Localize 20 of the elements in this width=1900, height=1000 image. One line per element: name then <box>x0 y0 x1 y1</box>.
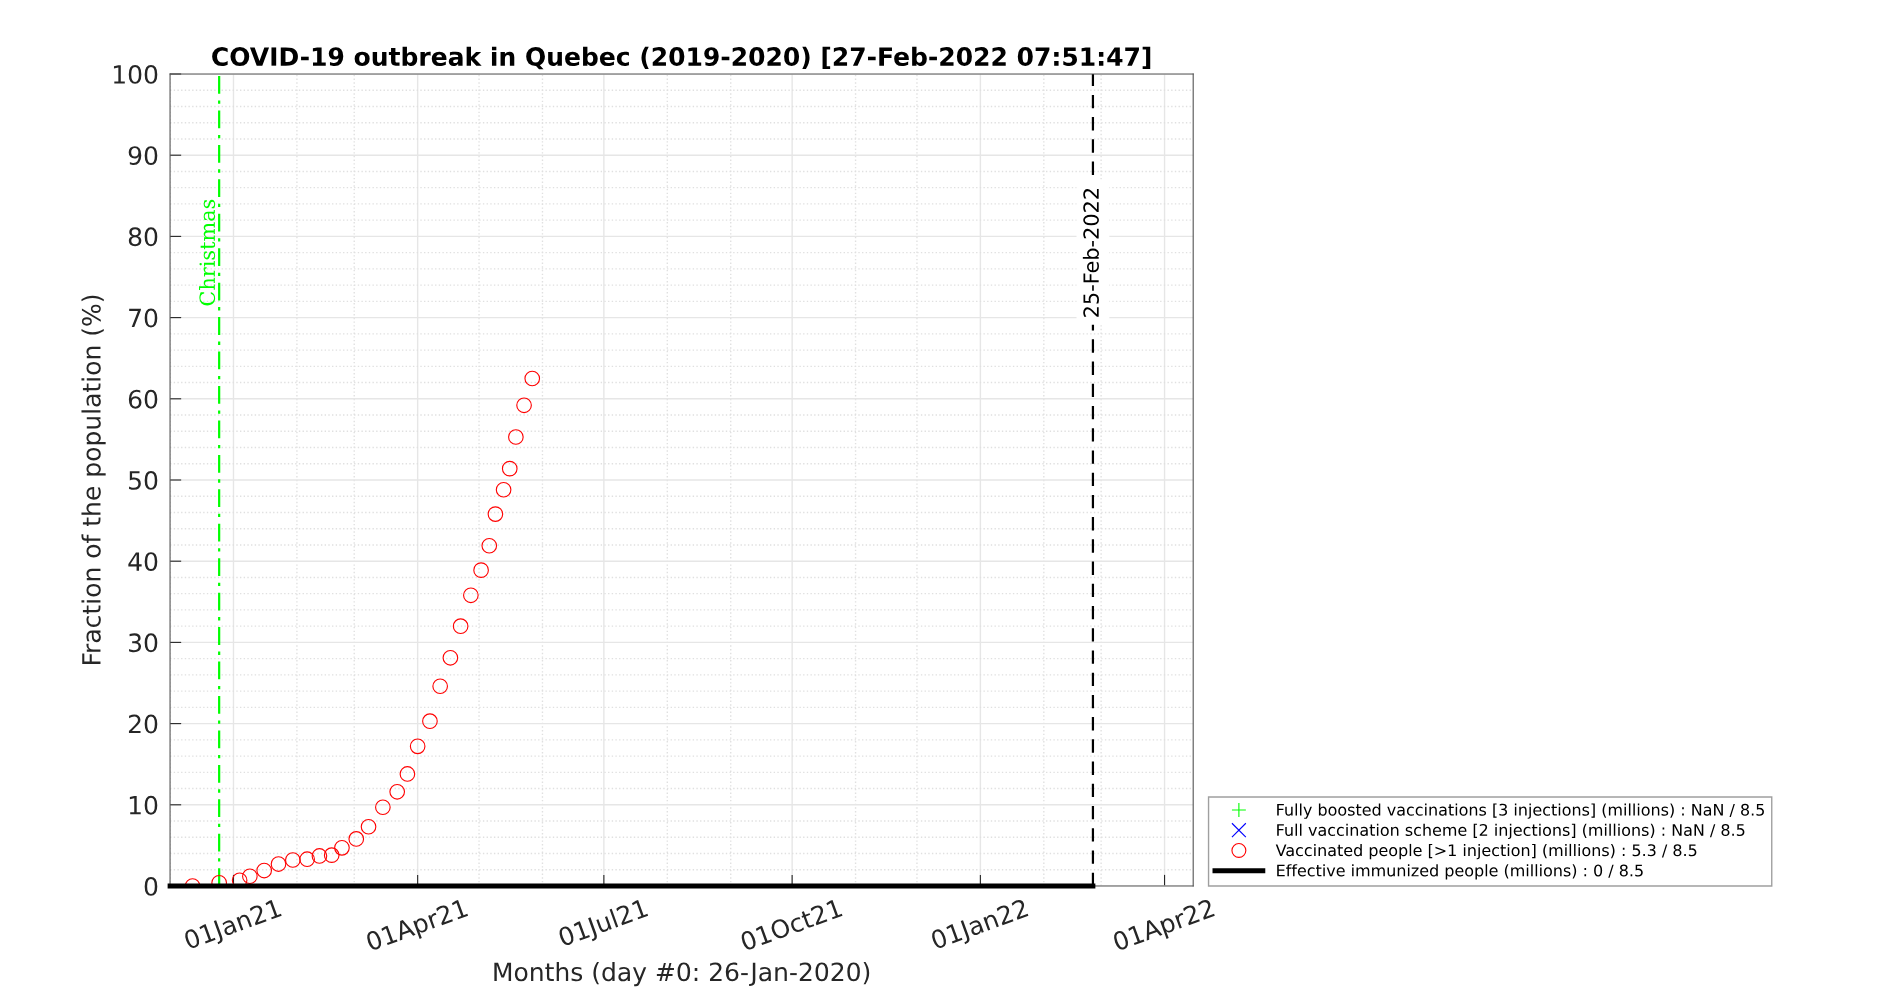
x-axis-title: Months (day #0: 26-Jan-2020) <box>494 961 870 987</box>
y-tick-label: 30 <box>129 633 158 653</box>
y-tick-label: 90 <box>128 146 158 166</box>
y-tick-label: 60 <box>128 389 158 409</box>
y-tick-label: 70 <box>129 308 158 328</box>
chart-title: COVID-19 outbreak in Quebec (2019-2020) [27-Feb-2022 07:51:47] <box>212 46 1151 70</box>
y-tick-label: 20 <box>128 714 158 734</box>
ref-line-label: Christmas <box>199 199 216 306</box>
y-axis-title: Fraction of the population (%) <box>81 295 106 665</box>
legend-label: Vaccinated people [>1 injection] (millions) : 5.3 / 8.5 <box>1275 843 1697 860</box>
legend-label: Effective immunized people (millions) : 0 / 8.5 <box>1277 864 1643 880</box>
y-tick-label: 100 <box>113 64 158 84</box>
y-tick-label: 10 <box>129 795 158 815</box>
y-tick-label: 0 <box>144 876 158 896</box>
y-tick-label: 50 <box>129 470 158 490</box>
y-tick-label: 40 <box>128 552 158 572</box>
y-tick-label: 80 <box>128 227 158 247</box>
ref-line-label: 25-Feb-2022 <box>1082 189 1099 317</box>
legend-label: Full vaccination scheme [2 injections] (millions) : NaN / 8.5 <box>1277 823 1745 840</box>
legend-label: Fully boosted vaccinations [3 injections] (millions) : NaN / 8.5 <box>1277 803 1764 819</box>
